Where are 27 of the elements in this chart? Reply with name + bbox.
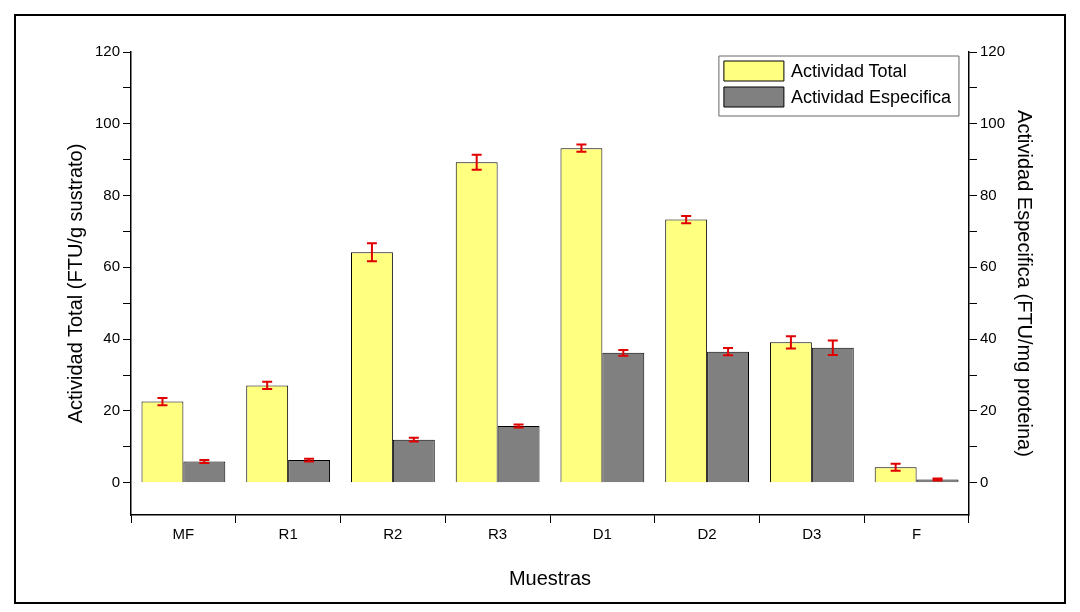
y2-axis-title: Actividad Especifica (FTU/mg proteina) <box>1014 110 1037 457</box>
x-tick-label: MF <box>172 525 195 543</box>
y-axis-title: Actividad Total (FTU/g sustrato) <box>63 143 86 424</box>
legend-label: Actividad Especifica <box>790 86 952 107</box>
y-tick-label: 60 <box>103 257 121 275</box>
y2-tick-label: 80 <box>979 185 997 203</box>
y2-tick-label: 100 <box>979 113 1005 131</box>
y-tick-label: 80 <box>103 185 121 203</box>
x-tick-label: R2 <box>383 525 403 543</box>
x-tick-label: D1 <box>592 525 612 543</box>
y2-tick-label: 0 <box>979 472 989 490</box>
x-tick-label: R1 <box>278 525 298 543</box>
x-axis-title: Muestras <box>508 566 592 589</box>
y2-tick-label: 40 <box>979 329 997 347</box>
y2-tick-label: 20 <box>979 401 997 419</box>
y-tick-label: 40 <box>103 329 121 347</box>
x-tick-label: D2 <box>697 525 717 543</box>
x-tick-label: D3 <box>802 525 822 543</box>
y-tick-label: 20 <box>103 401 121 419</box>
y-tick-label: 120 <box>95 42 121 60</box>
x-tick-label: F <box>912 525 922 543</box>
y2-tick-label: 60 <box>979 257 997 275</box>
y-tick-label: 100 <box>95 113 121 131</box>
y2-tick-label: 120 <box>979 42 1005 60</box>
legend-label: Actividad Total <box>790 60 907 81</box>
y-tick-label: 0 <box>111 472 121 490</box>
x-tick-label: R3 <box>488 525 508 543</box>
